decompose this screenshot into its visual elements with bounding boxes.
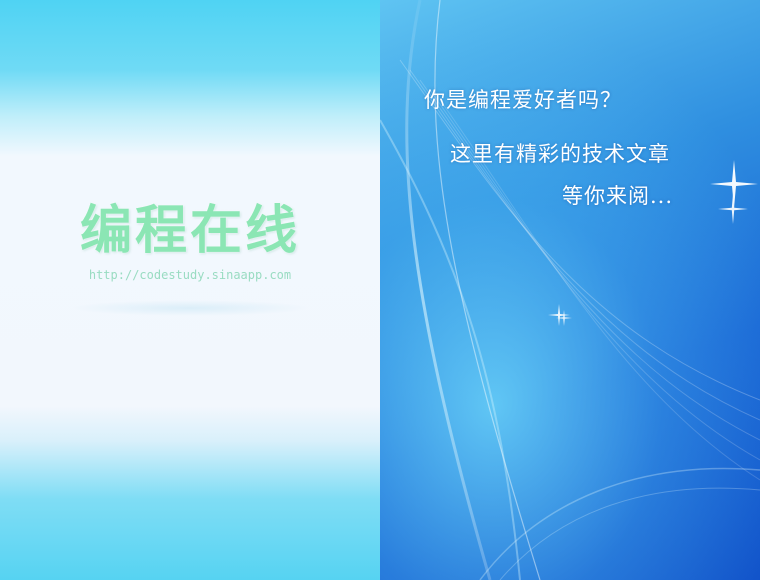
site-url[interactable]: http://codestudy.sinaapp.com: [88, 268, 292, 282]
right-promo-panel: 你是编程爱好者吗？ 这里有精彩的技术文章 等你来阅...: [380, 0, 760, 580]
sparkle-star-icon: [710, 160, 758, 208]
left-brand-panel: 编程在线 http://codestudy.sinaapp.com: [0, 0, 380, 580]
tagline-invite: 等你来阅...: [562, 184, 674, 208]
sparkle-star-icon: [556, 310, 572, 326]
tagline-question: 你是编程爱好者吗？: [424, 88, 622, 112]
sparkle-star-icon: [548, 304, 570, 326]
light-wave-decoration: [380, 0, 760, 580]
site-logo-title: 编程在线: [79, 201, 300, 261]
tagline-articles: 这里有精彩的技术文章: [450, 142, 670, 166]
logo-reflection: [70, 300, 310, 316]
sparkle-star-icon: [718, 194, 748, 224]
